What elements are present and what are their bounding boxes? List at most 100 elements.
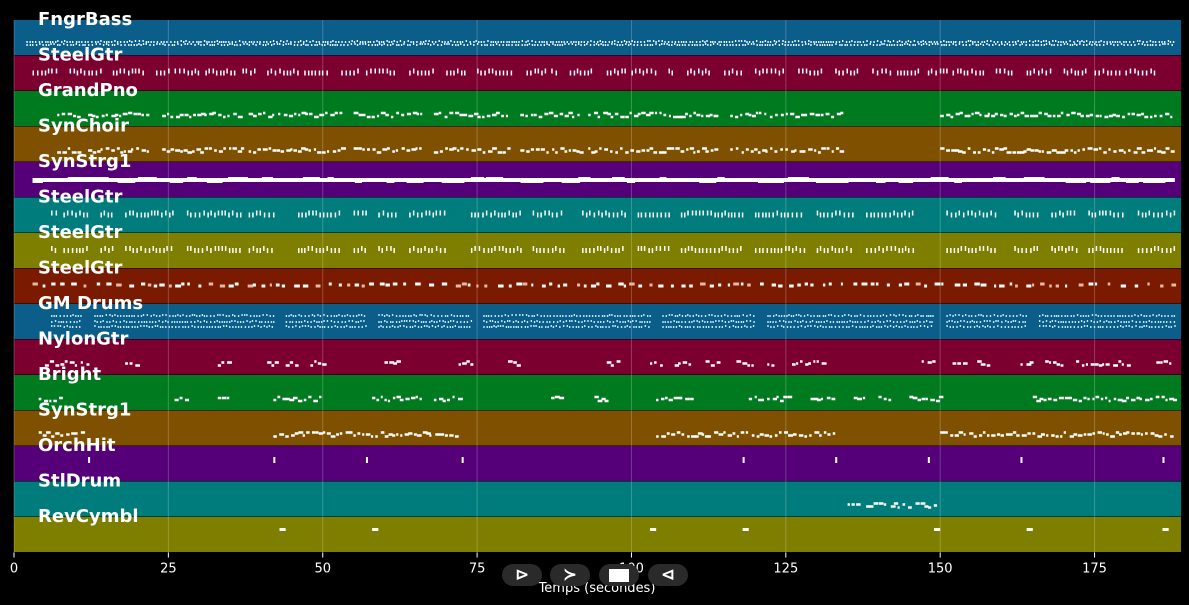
note-segment-11-0 xyxy=(74,432,78,435)
note-segment-0-0 xyxy=(534,41,537,43)
note-segment-5-18 xyxy=(967,210,969,216)
note-segment-0-0 xyxy=(166,41,168,43)
note-segment-6-14 xyxy=(684,248,687,253)
note-segment-8-1 xyxy=(199,321,202,323)
note-segment-8-8 xyxy=(1171,315,1173,317)
note-segment-6-15 xyxy=(799,248,802,253)
note-segment-0-0 xyxy=(625,43,627,45)
track-label-10: Bright xyxy=(38,364,101,385)
note-segment-2-7 xyxy=(713,114,719,118)
note-segment-1-7 xyxy=(267,70,269,76)
note-segment-8-6 xyxy=(816,326,819,328)
note-segment-0-0 xyxy=(429,44,432,46)
note-segment-8-6 xyxy=(805,321,808,323)
note-segment-8-1 xyxy=(117,326,119,328)
note-segment-8-3 xyxy=(403,320,406,322)
note-segment-5-10 xyxy=(477,212,480,218)
note-segment-1-23 xyxy=(817,70,819,76)
note-segment-6-20 xyxy=(1058,246,1060,251)
note-segment-7-0 xyxy=(476,284,479,288)
note-segment-8-6 xyxy=(800,315,802,317)
note-segment-0-0 xyxy=(149,44,151,46)
note-segment-5-14 xyxy=(741,212,744,218)
stop-button[interactable] xyxy=(599,564,639,586)
note-segment-5-7 xyxy=(362,210,364,216)
note-segment-4-0-n xyxy=(354,178,362,183)
note-segment-2-4 xyxy=(371,115,375,119)
note-segment-7-0 xyxy=(1026,284,1032,288)
note-segment-3-3 xyxy=(257,148,261,151)
note-segment-2-9 xyxy=(1047,114,1052,118)
note-segment-9-21 xyxy=(1090,363,1094,366)
note-segment-0-0 xyxy=(1045,40,1047,42)
back-button[interactable]: ⊲ xyxy=(648,564,688,586)
note-segment-6-6 xyxy=(315,248,318,253)
note-segment-8-4 xyxy=(600,321,602,323)
note-segment-1-4 xyxy=(178,68,181,74)
note-segment-8-3 xyxy=(447,321,450,323)
note-segment-7-0 xyxy=(747,283,751,287)
note-segment-2-7 xyxy=(654,111,658,115)
note-segment-6-3 xyxy=(159,248,161,253)
note-segment-9-15 xyxy=(792,363,796,366)
note-segment-0-0 xyxy=(602,44,604,46)
note-segment-10-9 xyxy=(772,397,777,401)
play-button[interactable]: ⊳ xyxy=(502,564,542,586)
note-segment-8-3 xyxy=(420,321,423,323)
note-segment-8-3 xyxy=(423,325,426,327)
note-segment-8-4 xyxy=(497,325,499,327)
forward-button[interactable]: ≻ xyxy=(550,564,590,586)
note-segment-0-0 xyxy=(961,41,964,43)
note-segment-7-0 xyxy=(429,283,435,287)
note-segment-8-8 xyxy=(1128,321,1130,323)
note-segment-8-1 xyxy=(239,321,242,323)
note-segment-1-4 xyxy=(191,70,193,76)
note-segment-4-0-n xyxy=(302,177,320,182)
note-segment-0-0 xyxy=(578,41,580,43)
note-segment-2-7 xyxy=(646,113,651,117)
note-segment-0-0 xyxy=(124,44,126,46)
note-segment-10-3 xyxy=(308,395,312,399)
note-segment-7-0 xyxy=(385,283,390,287)
note-segment-2-7 xyxy=(663,113,667,117)
note-segment-8-8 xyxy=(1080,326,1083,328)
note-segment-8-2 xyxy=(323,314,325,316)
note-segment-2-2 xyxy=(197,113,202,117)
note-segment-11-3 xyxy=(973,435,977,438)
note-segment-1-27 xyxy=(942,68,945,74)
note-segment-8-5 xyxy=(693,320,695,322)
note-segment-0-0 xyxy=(750,43,753,45)
note-segment-8-3 xyxy=(409,320,411,322)
note-segment-0-0 xyxy=(1127,44,1129,46)
note-segment-8-4 xyxy=(565,320,568,322)
note-segment-6-19 xyxy=(1014,246,1016,251)
note-segment-7-0 xyxy=(42,284,46,288)
note-segment-12-4 xyxy=(742,457,745,463)
note-segment-3-8 xyxy=(741,151,744,154)
note-segment-0-0 xyxy=(546,41,548,43)
note-segment-1-31 xyxy=(1074,70,1077,76)
note-segment-3-2 xyxy=(204,147,209,150)
note-segment-6-10 xyxy=(478,246,481,251)
note-segment-7-0 xyxy=(623,284,627,288)
note-segment-3-7 xyxy=(693,151,696,154)
note-segment-8-5 xyxy=(691,321,693,323)
note-segment-8-7 xyxy=(949,326,951,328)
note-segment-8-1 xyxy=(162,326,164,328)
note-segment-0-0 xyxy=(231,41,233,43)
note-segment-11-1 xyxy=(345,431,351,434)
note-segment-9-22 xyxy=(1121,363,1124,366)
note-segment-8-6 xyxy=(822,326,824,328)
note-segment-8-7 xyxy=(1018,321,1021,323)
note-segment-8-6 xyxy=(898,326,900,328)
note-segment-6-8 xyxy=(386,246,388,251)
note-segment-5-17 xyxy=(870,212,872,218)
note-segment-2-5 xyxy=(455,111,460,115)
note-segment-5-14 xyxy=(717,212,720,218)
note-segment-0-0 xyxy=(913,40,916,42)
note-segment-13-3 xyxy=(928,506,932,509)
note-segment-6-4 xyxy=(228,248,231,253)
note-segment-11-3 xyxy=(963,433,966,436)
note-segment-8-8 xyxy=(1164,315,1166,317)
note-segment-8-3 xyxy=(399,325,401,327)
